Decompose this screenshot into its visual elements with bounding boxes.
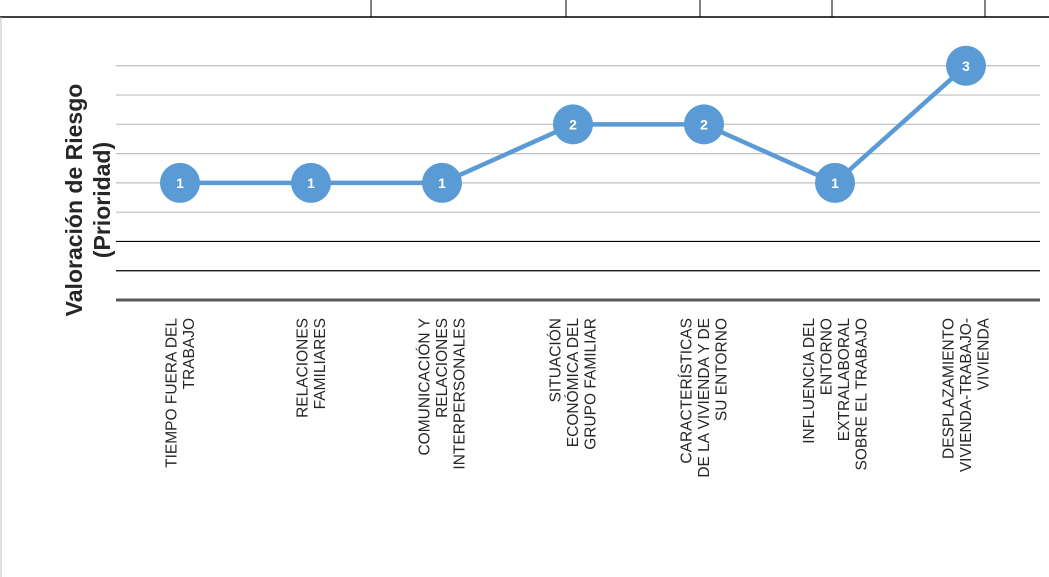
data-label: 3 [962, 58, 970, 74]
data-label: 2 [569, 116, 577, 132]
x-tick-label-line: TRABAJO [181, 318, 198, 389]
y-axis-title: Valoración de Riesgo (Prioridad) [61, 84, 115, 317]
x-tick-label: CARACTERÍSTICAS DE LA VIVIENDA Y DE SU ENT… [679, 318, 731, 478]
data-point [553, 104, 593, 145]
x-tick-label-line: DESPLAZAMIENTO [941, 318, 958, 459]
x-tick-label-line: INFLUENCIA DEL [801, 318, 818, 444]
data-label: 1 [176, 175, 184, 191]
data-point [291, 162, 331, 203]
data-label: 1 [307, 175, 315, 191]
data-point [160, 162, 200, 203]
x-tick-label-line: CARACTERÍSTICAS [679, 318, 696, 464]
x-tick-label-line: ENTORNO [818, 318, 835, 395]
x-tick-label-line: VIVIENDA [976, 317, 993, 390]
x-tick-label-line: EXTRALABORAL [836, 318, 853, 442]
x-tick-label-line: TIEMPO FUERA DEL [163, 318, 180, 468]
x-tick-label-line: COMUNICACIÓN Y [417, 318, 434, 456]
x-tick-label-line: INTERPERSONALES [452, 318, 469, 470]
x-tick-label: COMUNICACIÓN Y RELACIONES INTERPERSONALES [417, 318, 469, 470]
y-axis-title-line: (Prioridad) [89, 142, 115, 258]
x-tick-label: DESPLAZAMIENTO VIVIENDA-TRABAJO- VIVIENDA [941, 317, 993, 472]
gridlines [116, 65, 1040, 272]
data-label: 2 [700, 116, 708, 132]
data-point [815, 162, 855, 203]
data-point [684, 104, 724, 145]
data-markers: 1 1 1 2 2 1 3 [160, 45, 986, 203]
x-tick-label-line: FAMILIARES [312, 318, 329, 409]
x-tick-label: TIEMPO FUERA DEL TRABAJO [163, 318, 198, 468]
data-label: 1 [831, 175, 839, 191]
x-tick-label-line: ECONÓMICA DEL [565, 318, 582, 448]
x-tick-label: RELACIONES FAMILIARES [294, 318, 329, 418]
x-tick-label-line: GRUPO FAMILIAR [583, 318, 600, 450]
data-label: 1 [438, 175, 446, 191]
x-tick-label-line: SOBRE EL TRABAJO [853, 318, 870, 470]
y-axis-title-line: Valoración de Riesgo [61, 84, 87, 317]
data-point [946, 45, 986, 86]
data-point [422, 162, 462, 203]
y-axis-label: Valoración de Riesgo (Prioridad) [61, 84, 115, 317]
x-tick-label-line: SITUACIÓN [548, 318, 565, 402]
x-tick-label-line: RELACIONES [434, 318, 451, 418]
x-tick-label-line: RELACIONES [294, 318, 311, 418]
x-axis-tick-labels: TIEMPO FUERA DEL TRABAJO RELACIONES FAMILIA… [163, 317, 992, 477]
x-tick-label-line: SU ENTORNO [714, 318, 731, 421]
x-tick-label-line: VIVIENDA-TRABAJO- [958, 318, 975, 472]
x-tick-label: SITUACIÓN ECONÓMICA DEL GRUPO FAMILIAR [548, 318, 600, 450]
x-tick-label-line: DE LA VIVIENDA Y DE [696, 318, 713, 478]
x-tick-label: INFLUENCIA DEL ENTORNO EXTRALABORAL SOBRE E… [801, 318, 871, 471]
